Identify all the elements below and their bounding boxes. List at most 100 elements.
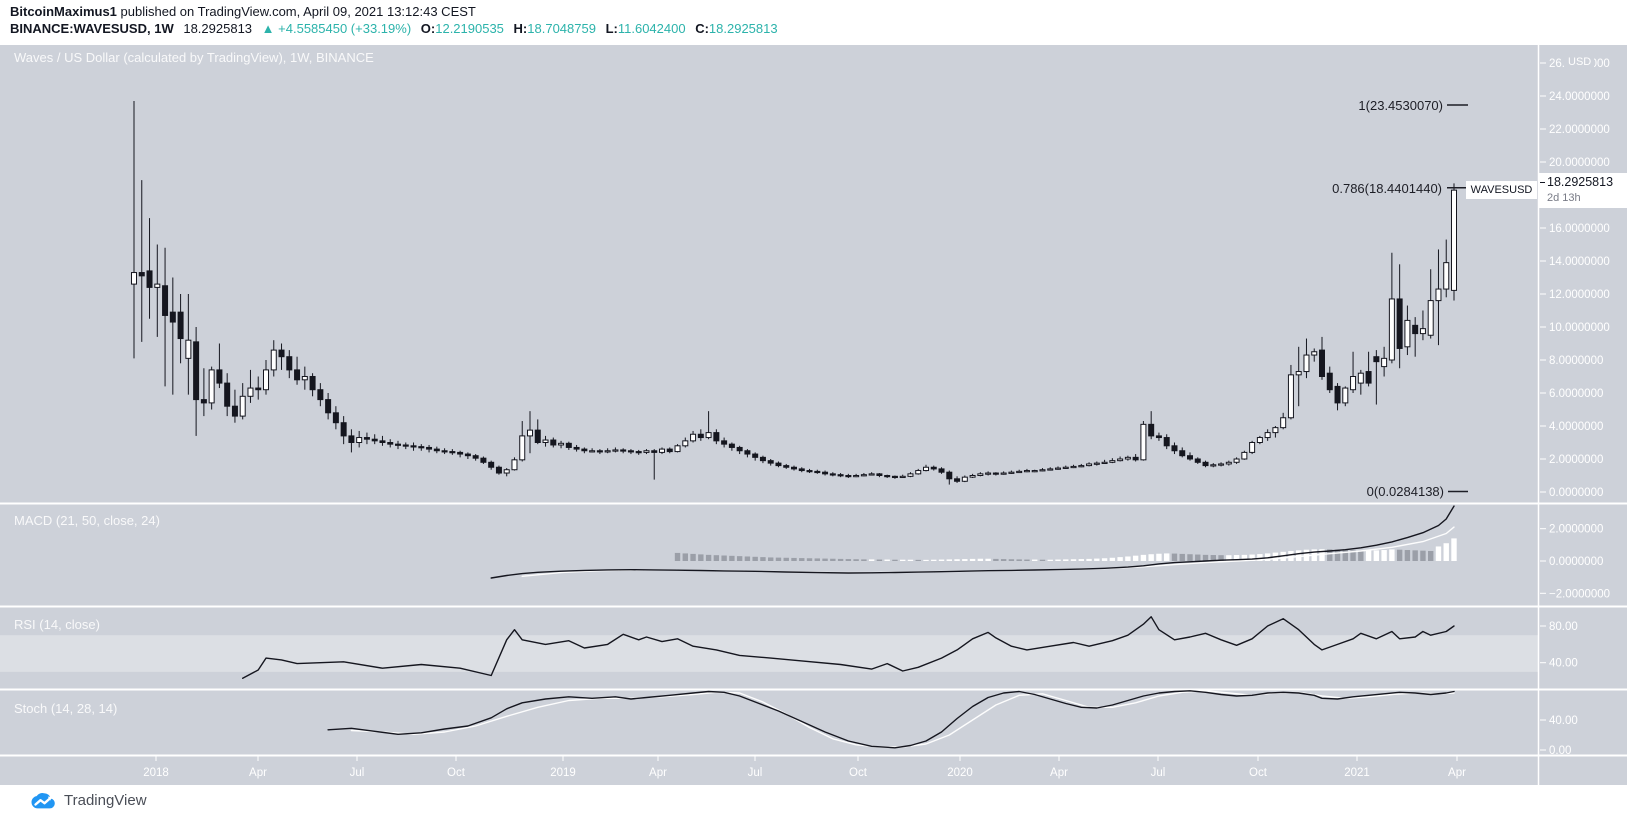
fib-label-0786[interactable]: 0.786(18.4401440)	[1332, 181, 1442, 196]
macd-axis-label: −2.0000000	[1549, 588, 1610, 600]
candle-body	[985, 472, 992, 475]
candle-body	[301, 376, 308, 381]
candle-body	[1023, 470, 1030, 473]
macd-histogram-bar	[775, 557, 782, 561]
macd-histogram-bar	[822, 558, 828, 561]
macd-histogram-bar	[1063, 559, 1069, 561]
fib-lines[interactable]	[1447, 104, 1468, 493]
macd-histogram-bar	[791, 557, 797, 561]
candle-body	[977, 473, 984, 477]
rsi-band	[0, 635, 1538, 672]
candle-body	[658, 448, 665, 453]
candle-body	[1381, 357, 1388, 368]
macd-histogram-bar	[1443, 543, 1449, 561]
candle-body	[589, 450, 596, 453]
macd-histogram-bar	[729, 555, 735, 561]
candles-layer[interactable]	[131, 100, 1457, 485]
candle-body	[783, 465, 790, 468]
macd-histogram-bar	[954, 559, 960, 561]
candle-body	[185, 339, 192, 359]
candle-body	[1365, 371, 1372, 384]
time-axis-label: 2020	[947, 767, 973, 779]
candle-body	[348, 435, 355, 443]
low-key: L:	[605, 21, 618, 36]
candle-body	[1186, 455, 1193, 460]
macd-histogram-bar	[993, 558, 999, 561]
macd-histogram-bar	[946, 559, 952, 561]
chart-canvas[interactable]: 26.000000024.000000022.000000020.0000000…	[0, 45, 1627, 785]
series-symbol-label: WAVESUSD	[1466, 181, 1537, 199]
candle-body	[1303, 354, 1310, 373]
author-name[interactable]: BitcoinMaximus1	[10, 4, 117, 19]
candle-body	[162, 285, 169, 316]
price-axis-label: 0.0000000	[1549, 487, 1603, 499]
macd-histogram-bar	[1109, 557, 1116, 561]
macd-histogram-bar	[969, 558, 976, 561]
candle-body	[690, 433, 697, 442]
close-key: C:	[695, 21, 709, 36]
time-axis-label: Apr	[1448, 767, 1466, 779]
macd-histogram-bar	[744, 556, 751, 561]
candle-body	[1210, 464, 1217, 467]
macd-histogram-bar	[1101, 558, 1108, 561]
candle-body	[278, 349, 285, 358]
macd-histogram-bar	[1389, 549, 1395, 561]
time-axis-label: Jul	[748, 767, 763, 779]
candle-body	[410, 445, 417, 448]
fib-label-1[interactable]: 1(23.4530070)	[1358, 98, 1443, 113]
macd-histogram-bar	[853, 559, 859, 561]
tradingview-logo[interactable]: TradingView	[30, 790, 230, 814]
candle-body	[907, 473, 914, 477]
macd-histogram-bar	[1125, 556, 1131, 561]
candle-body	[1287, 374, 1294, 419]
candle-body	[426, 446, 433, 450]
candle-body	[1318, 349, 1325, 378]
time-axis-label: Oct	[1249, 767, 1268, 779]
high-value: 18.7048759	[527, 21, 596, 36]
macd-histogram-bar	[1404, 550, 1411, 561]
candle-body	[1373, 356, 1380, 363]
candle-body	[915, 470, 922, 475]
candle-body	[1404, 319, 1411, 348]
macd-histogram-bar	[938, 559, 945, 561]
macd-histogram-bar	[736, 556, 743, 561]
rsi-scale[interactable]: 80.00 40.00	[1540, 621, 1578, 670]
candle-body	[1109, 460, 1116, 463]
time-axis-label: Apr	[1050, 767, 1068, 779]
macd-histogram-bar	[900, 559, 906, 561]
macd-histogram-bar	[837, 558, 844, 561]
candle-body	[1295, 371, 1302, 376]
candle-body	[1280, 417, 1287, 429]
candle-body	[1388, 298, 1395, 361]
price-axis-label: 20.0000000	[1549, 157, 1610, 169]
price-scale[interactable]: 26.000000024.000000022.000000020.0000000…	[1540, 58, 1610, 499]
macd-histogram-bar	[1420, 550, 1426, 561]
stoch-scale[interactable]: 40.00 0.00	[1540, 715, 1578, 757]
macd-histogram-bar	[1094, 558, 1100, 561]
candle-body	[193, 341, 200, 401]
macd-histogram-bar	[1016, 559, 1022, 561]
candle-body	[1148, 423, 1155, 437]
candle-body	[1256, 437, 1263, 443]
macd-scale[interactable]: 2.0000000 0.0000000 −2.0000000	[1540, 524, 1610, 601]
candle-body	[309, 376, 316, 391]
candle-body	[255, 387, 262, 391]
candle-body	[1008, 471, 1015, 474]
time-scale[interactable]: 2018 Apr Jul Oct 2019 Apr Jul Oct 2020 Apr Jul Oct 2…	[143, 756, 1466, 779]
candle-body	[457, 451, 464, 455]
macd-histogram-bar	[1428, 550, 1434, 561]
candle-body	[1070, 465, 1077, 469]
footer: TradingView	[0, 785, 1627, 819]
chart-area[interactable]: 26.000000024.000000022.000000020.0000000…	[0, 45, 1627, 785]
macd-histogram-bar	[1164, 553, 1170, 561]
price-axis-label: 10.0000000	[1549, 322, 1610, 334]
time-axis-label: 2021	[1344, 767, 1370, 779]
symbol-name[interactable]: BINANCE:WAVESUSD, 1W	[10, 21, 174, 36]
publish-header: BitcoinMaximus1 published on TradingView…	[0, 0, 1627, 45]
candle-body	[775, 462, 782, 467]
candle-body	[503, 469, 510, 474]
fib-label-0[interactable]: 0(0.0284138)	[1366, 484, 1444, 499]
price-axis-label: 22.0000000	[1549, 124, 1610, 136]
candle-body	[1171, 445, 1178, 452]
price-axis-label: 6.0000000	[1549, 388, 1603, 400]
